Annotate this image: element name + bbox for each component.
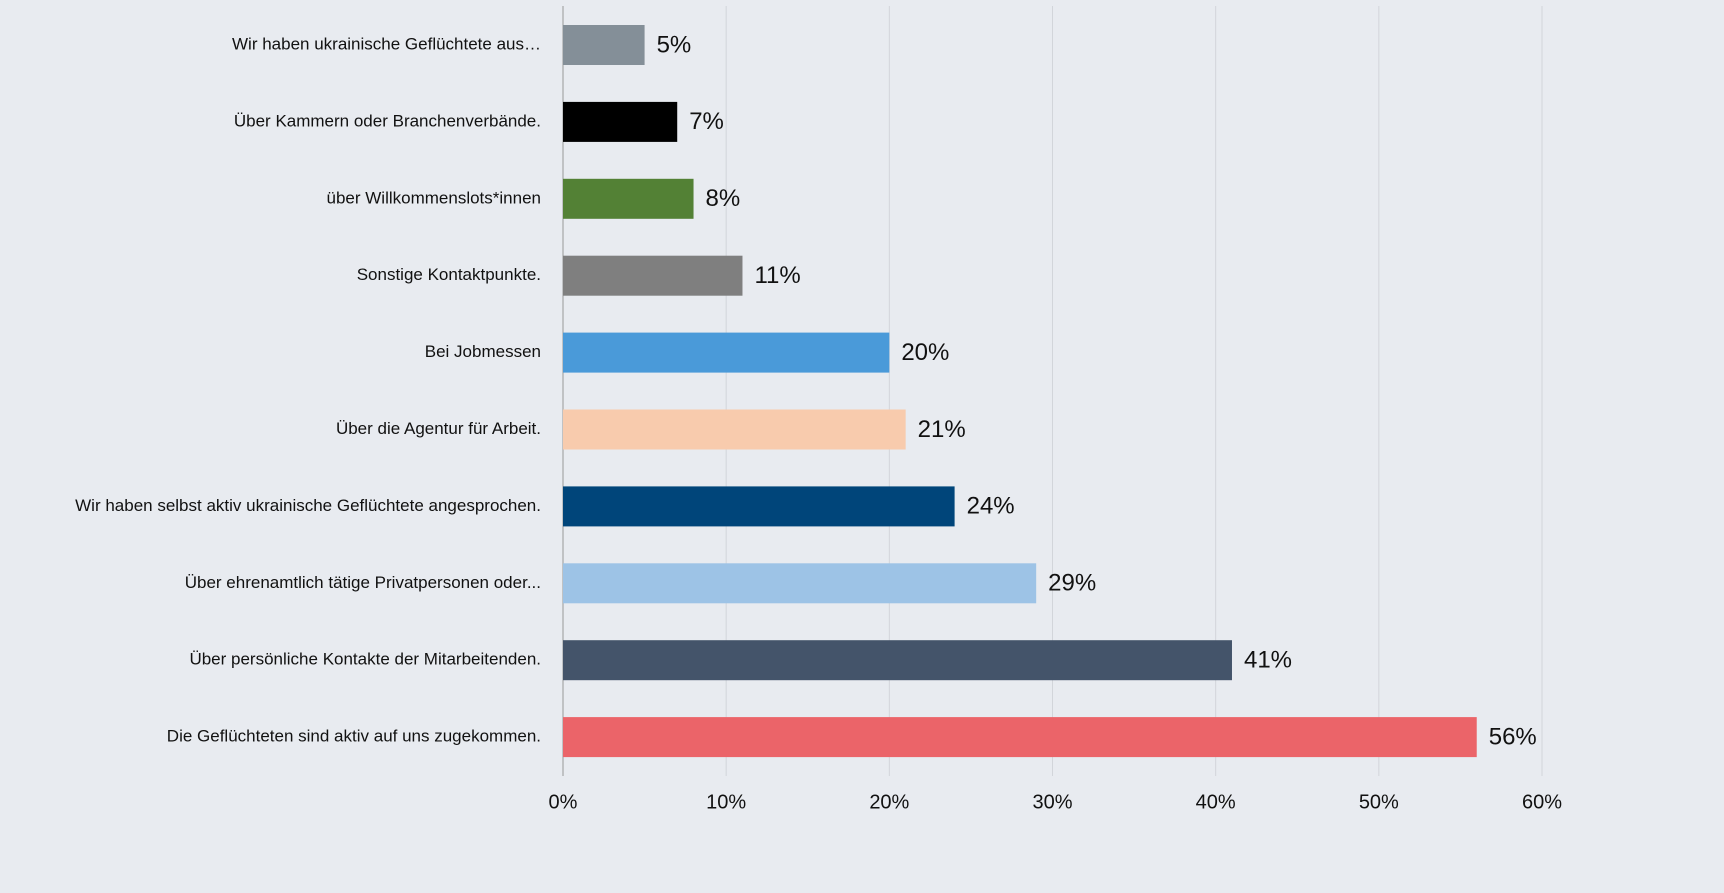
category-label: Wir haben selbst aktiv ukrainische Geflü… [75, 496, 541, 515]
x-tick-label: 30% [1032, 791, 1072, 813]
x-tick-label: 60% [1522, 791, 1562, 813]
category-label: Über ehrenamtlich tätige Privatpersonen … [185, 573, 541, 592]
category-label: Über Kammern oder Branchenverbände. [234, 111, 541, 130]
bar [563, 409, 906, 450]
category-label: Über die Agentur für Arbeit. [336, 419, 541, 438]
bar [563, 486, 955, 527]
category-label: Wir haben ukrainische Geflüchtete aus… [232, 34, 541, 53]
value-label: 8% [706, 185, 741, 212]
x-tick-label: 20% [869, 791, 909, 813]
bar [563, 717, 1477, 758]
value-label: 11% [754, 262, 800, 289]
bar [563, 563, 1037, 604]
value-label: 56% [1489, 723, 1537, 750]
x-tick-label: 40% [1196, 791, 1236, 813]
value-label: 24% [967, 493, 1015, 520]
bar [563, 332, 890, 373]
category-label: Bei Jobmessen [425, 342, 541, 361]
x-tick-label: 10% [706, 791, 746, 813]
category-label: Die Geflüchteten sind aktiv auf uns zuge… [167, 727, 541, 746]
bar [563, 178, 694, 219]
value-label: 20% [901, 339, 949, 366]
category-label: Sonstige Kontaktpunkte. [357, 265, 541, 284]
value-label: 5% [657, 31, 692, 58]
value-label: 21% [918, 416, 966, 443]
category-label: Über persönliche Kontakte der Mitarbeite… [189, 650, 541, 669]
category-label: über Willkommenslots*innen [327, 188, 541, 207]
value-label: 7% [689, 108, 724, 135]
bar [563, 101, 678, 142]
bar [563, 25, 645, 65]
bar [563, 255, 743, 296]
value-label: 41% [1244, 647, 1292, 674]
value-label: 29% [1048, 570, 1096, 597]
x-tick-label: 50% [1359, 791, 1399, 813]
x-tick-label: 0% [549, 791, 578, 813]
bar [563, 640, 1232, 681]
